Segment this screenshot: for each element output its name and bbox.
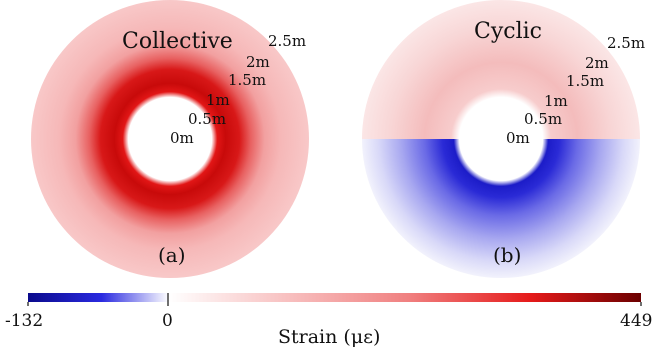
- rotor-disk-cyclic-upper: [362, 0, 640, 139]
- radial-label-1m: 1m: [206, 91, 230, 109]
- panel-title: Collective: [122, 29, 233, 54]
- hub-hole-collective: [128, 97, 212, 181]
- radial-label-0-5m: 0.5m: [524, 110, 562, 128]
- panel-collective: Collective 0m 0.5m 1m 1.5m 2m 2.5m (a): [31, 0, 309, 278]
- hub-hole-cyclic: [459, 97, 543, 181]
- colorbar-title: Strain (με): [278, 326, 380, 348]
- radial-label-0-5m: 0.5m: [188, 110, 226, 128]
- radial-label-2m: 2m: [246, 53, 270, 71]
- colorbar-zero-label: 0: [162, 311, 173, 331]
- panel-letter: (a): [158, 243, 186, 267]
- radial-label-1-5m: 1.5m: [566, 72, 604, 90]
- panel-letter: (b): [493, 243, 521, 267]
- rotor-disk-cyclic-lower: [362, 139, 640, 278]
- radial-label-1-5m: 1.5m: [228, 71, 266, 89]
- radial-label-0m: 0m: [506, 129, 530, 147]
- colorbar-min-label: -132: [5, 311, 43, 331]
- radial-label-2-5m: 2.5m: [268, 32, 306, 50]
- colorbar-gradient: [28, 293, 641, 302]
- colorbar: -132 0 449 Strain (με): [5, 293, 652, 348]
- panel-title: Cyclic: [474, 19, 542, 44]
- colorbar-max-label: 449: [620, 311, 652, 331]
- radial-label-0m: 0m: [170, 129, 194, 147]
- radial-label-2-5m: 2.5m: [607, 34, 645, 52]
- radial-label-2m: 2m: [585, 54, 609, 72]
- panel-cyclic: Cyclic 0m 0.5m 1m 1.5m 2m 2.5m (b): [362, 0, 645, 278]
- radial-label-1m: 1m: [544, 92, 568, 110]
